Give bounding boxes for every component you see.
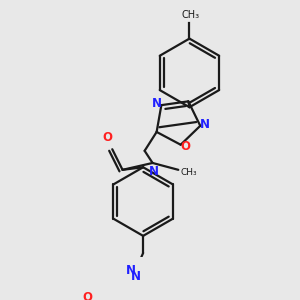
Text: N: N — [152, 97, 162, 110]
Text: N: N — [148, 165, 158, 178]
Text: O: O — [82, 291, 92, 300]
Text: N: N — [131, 270, 141, 283]
Text: O: O — [102, 131, 112, 144]
Text: N: N — [125, 264, 136, 277]
Text: O: O — [180, 140, 190, 153]
Text: N: N — [200, 118, 209, 130]
Text: CH₃: CH₃ — [181, 10, 200, 20]
Text: CH₃: CH₃ — [181, 168, 197, 177]
